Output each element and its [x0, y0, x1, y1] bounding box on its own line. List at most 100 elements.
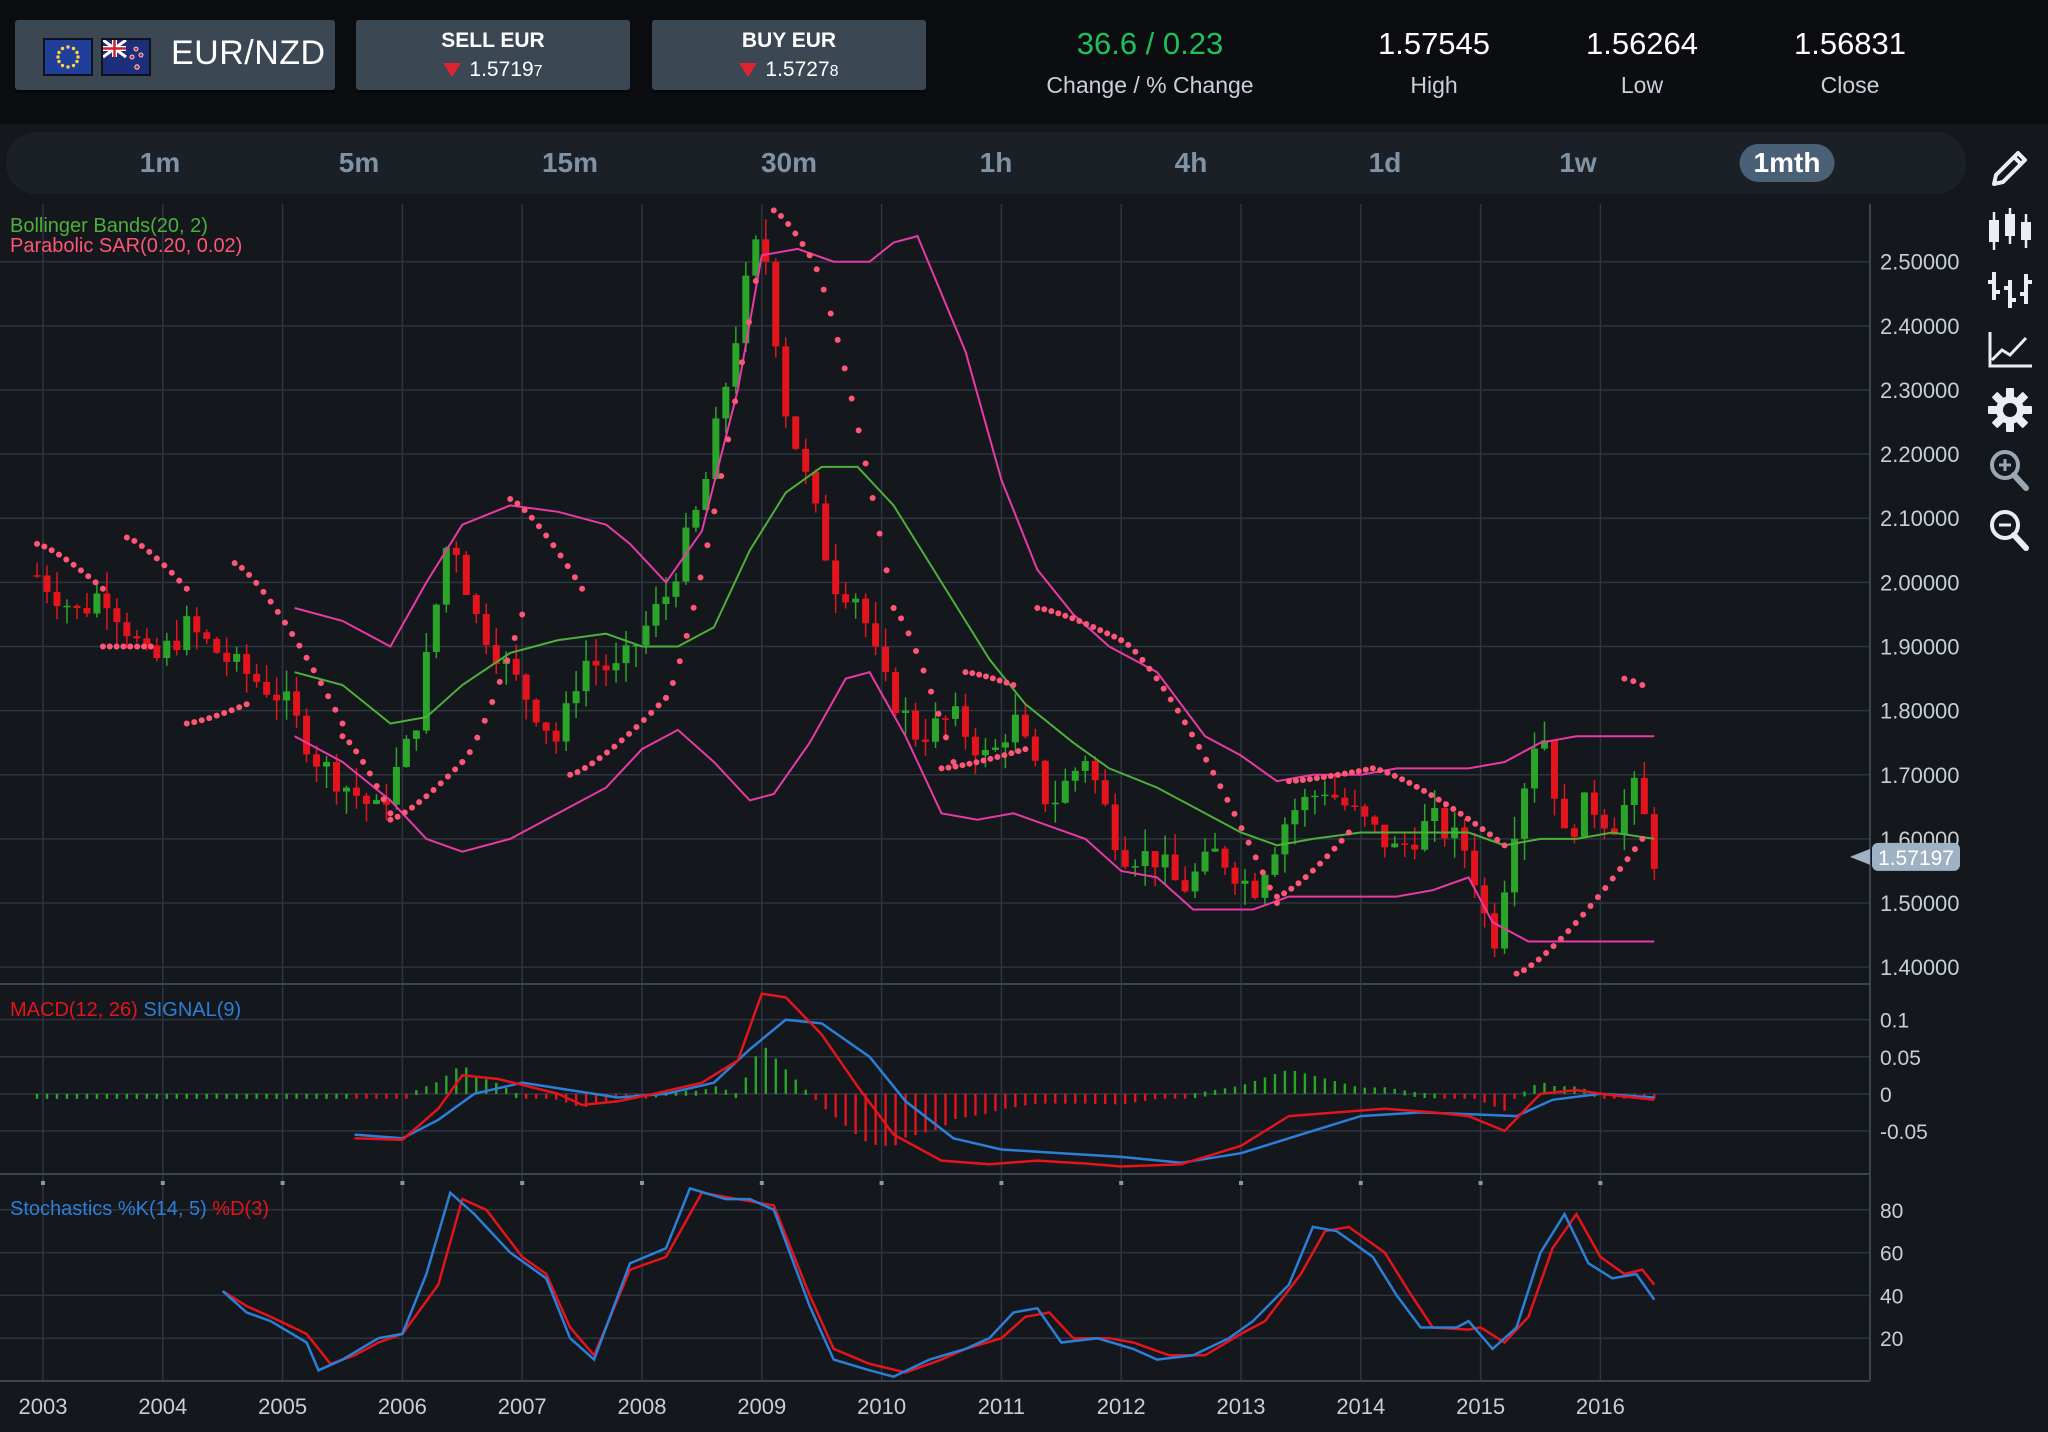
sar-dot: [1111, 633, 1118, 640]
sar-label-item: Parabolic SAR(0.20, 0.02): [10, 235, 242, 257]
high-stat: 1.57545 High: [1334, 26, 1534, 99]
sar-dot: [890, 605, 897, 612]
sar-dot: [785, 221, 792, 228]
histogram-bar: [884, 1093, 887, 1146]
sar-dot: [633, 724, 640, 731]
sar-dot: [1594, 894, 1601, 901]
pencil-icon[interactable]: [1980, 144, 2040, 196]
timeframe-5m[interactable]: 5m: [338, 147, 380, 178]
histogram-bar: [415, 1090, 418, 1096]
sar-dot: [1479, 826, 1486, 833]
sar-dot: [1362, 766, 1369, 773]
candlestick-icon[interactable]: [1980, 204, 2040, 256]
candle-body: [233, 653, 241, 662]
sar-dot: [310, 667, 317, 674]
candle-body: [1131, 866, 1139, 868]
histogram-bar: [1004, 1093, 1007, 1109]
timeframe-1w[interactable]: 1w: [1559, 147, 1597, 178]
histogram-bar: [1064, 1093, 1067, 1104]
y-tick-label: 1.80000: [1880, 699, 1960, 724]
histogram-bar: [425, 1086, 428, 1094]
candle-body: [253, 673, 261, 682]
candle-body: [932, 718, 940, 742]
candle-body: [412, 730, 420, 739]
sar-dot: [48, 547, 55, 554]
nz-flag-icon: [101, 38, 151, 76]
macd-label-item: MACD(12, 26): [10, 999, 138, 1021]
candle-body: [772, 261, 780, 347]
timeframe-1h[interactable]: 1h: [979, 147, 1013, 178]
candle-body: [951, 706, 959, 719]
y-tick-label: 1.50000: [1880, 891, 1960, 916]
histogram-bar: [714, 1086, 718, 1094]
sar-dot: [618, 737, 625, 744]
candle-body: [762, 239, 770, 262]
price-arrow: [1850, 848, 1870, 865]
candle-body: [812, 471, 820, 504]
sar-dot: [1231, 810, 1238, 817]
sar-dot: [1252, 854, 1259, 861]
candle-body: [1051, 802, 1059, 805]
timeframe-1mth[interactable]: 1mth: [1739, 144, 1835, 182]
sar-dot: [1188, 731, 1195, 738]
sar-dot: [662, 694, 669, 701]
candle-body: [662, 596, 670, 605]
zoom-out-icon[interactable]: [1980, 504, 2040, 556]
histogram-bar: [1523, 1091, 1526, 1097]
sar-dot: [770, 207, 777, 214]
timeframe-30m[interactable]: 30m: [760, 147, 818, 178]
candle-body: [462, 554, 470, 596]
sar-dot: [543, 532, 550, 539]
histogram-bar: [295, 1093, 298, 1099]
sar-dot: [571, 574, 578, 581]
candle-body: [243, 653, 251, 674]
candle-body: [333, 761, 341, 792]
timeframe-1m[interactable]: 1m: [139, 147, 181, 178]
candle-body: [572, 691, 580, 704]
histogram-bar: [1423, 1092, 1426, 1098]
sell-button[interactable]: SELL EUR 1.57197: [356, 20, 630, 90]
histogram-bar: [914, 1093, 917, 1136]
sar-dot: [246, 571, 253, 578]
histogram-bar: [155, 1093, 159, 1099]
histogram-bar: [1114, 1093, 1117, 1105]
candle-body: [1121, 850, 1129, 867]
line-chart-icon[interactable]: [1980, 324, 2040, 376]
histogram-bar: [934, 1093, 937, 1131]
sar-dot: [1486, 831, 1493, 838]
instrument-selector[interactable]: EUR/NZD: [15, 20, 335, 90]
y-tick-label: 2.30000: [1880, 378, 1960, 403]
histogram-bar: [55, 1093, 59, 1099]
sar-dot: [626, 730, 633, 737]
sar-dot: [1535, 956, 1542, 963]
timeframe-1d[interactable]: 1d: [1368, 147, 1402, 178]
sar-dot: [1217, 783, 1224, 790]
sar-dot: [481, 717, 488, 724]
candle-body: [1091, 761, 1099, 781]
low-label: Low: [1620, 72, 1664, 98]
histogram-bar: [175, 1093, 178, 1099]
timeframe-4h[interactable]: 4h: [1174, 147, 1208, 178]
sar-dot: [966, 760, 973, 767]
timeframe-15m[interactable]: 15m: [541, 147, 599, 178]
candle-body: [1560, 798, 1568, 829]
histogram-bar: [1343, 1083, 1347, 1094]
sar-dot: [1501, 842, 1508, 849]
candle-body: [1411, 844, 1419, 850]
sar-dot: [969, 670, 976, 677]
candle-body: [382, 800, 390, 805]
histogram-bar: [1173, 1093, 1177, 1099]
tick-dot: [640, 1181, 644, 1185]
sar-dot: [952, 763, 959, 770]
sar-label: Parabolic SAR(0.20, 0.02): [10, 235, 242, 257]
gear-icon[interactable]: [1980, 384, 2040, 436]
zoom-in-icon[interactable]: [1980, 444, 2040, 496]
candle-body: [1630, 777, 1638, 806]
tick-dot: [1598, 1181, 1603, 1185]
bar-chart-icon[interactable]: [1980, 264, 2040, 316]
buy-button[interactable]: BUY EUR 1.57278: [652, 20, 926, 90]
histogram-bar: [1044, 1093, 1047, 1104]
sar-dot: [1132, 648, 1139, 655]
sar-dot: [567, 771, 574, 778]
